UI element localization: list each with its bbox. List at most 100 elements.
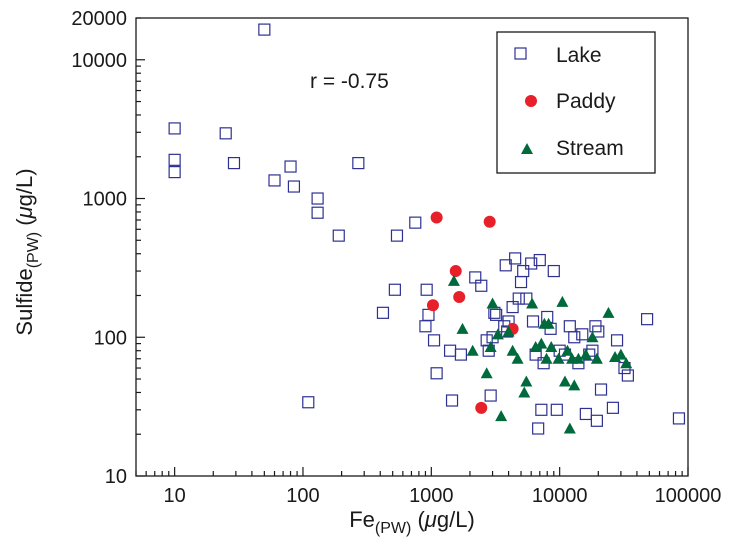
stream-point xyxy=(620,357,633,369)
lake-point xyxy=(388,283,401,296)
stream-point xyxy=(568,379,581,391)
lake-point xyxy=(168,153,181,166)
lake-point xyxy=(390,229,404,242)
x-tick-label: 1000 xyxy=(409,485,454,507)
lake-point xyxy=(640,313,654,326)
stream-point xyxy=(563,422,576,434)
y-axis: 10 100 1000 10000 20000 xyxy=(71,8,145,488)
lake-point xyxy=(490,308,503,321)
legend-stream-label: Stream xyxy=(556,137,624,160)
lake-point xyxy=(535,403,548,416)
stream-point xyxy=(456,322,469,334)
stream-point xyxy=(556,295,569,307)
lake-point xyxy=(427,334,441,347)
lake-point xyxy=(576,328,589,341)
y-tick-label: 10 xyxy=(105,466,127,488)
lake-point xyxy=(550,403,563,416)
x-tick-label: 10 xyxy=(164,485,186,507)
y-tick-label: 1000 xyxy=(83,189,128,211)
x-tick-label: 100 xyxy=(286,485,319,507)
y-tick-label: 10000 xyxy=(71,50,127,72)
legend-stream-marker xyxy=(521,143,533,154)
lake-point xyxy=(621,369,634,382)
stream-point xyxy=(520,375,533,387)
lake-point xyxy=(445,394,459,407)
lake-point xyxy=(475,279,488,292)
lake-point xyxy=(594,383,608,396)
lake-point xyxy=(506,300,519,314)
lake-point xyxy=(610,334,624,347)
stream-point xyxy=(602,306,615,318)
lake-point xyxy=(484,389,497,402)
stream-point xyxy=(495,410,508,422)
lake-point xyxy=(592,325,605,338)
stream-point xyxy=(526,297,539,309)
lake-point xyxy=(422,308,435,321)
lake-point xyxy=(268,174,281,187)
y-axis-label: Sulfide(PW) (μg/L) xyxy=(12,168,42,335)
stream-point xyxy=(540,352,553,364)
lake-point xyxy=(430,367,443,380)
stream-point xyxy=(552,352,565,364)
x-tick-label: 100000 xyxy=(655,485,722,507)
lake-point xyxy=(332,229,345,242)
stream-point xyxy=(572,352,585,364)
stream-point xyxy=(502,325,515,337)
lake-point xyxy=(563,320,576,333)
legend: Lake Paddy Stream xyxy=(496,31,656,174)
lake-point xyxy=(590,414,603,427)
correlation-annotation: r = -0.75 xyxy=(310,70,389,93)
y-tick-label: 100 xyxy=(94,327,127,349)
lake-point xyxy=(454,348,467,361)
lake-point xyxy=(514,275,528,289)
legend-box xyxy=(496,31,656,174)
x-axis-label: Fe(PW) (μg/L) xyxy=(349,507,475,537)
lake-point xyxy=(419,320,432,333)
lake-point xyxy=(284,160,297,173)
paddy-point xyxy=(449,265,462,278)
lake-point xyxy=(532,422,545,435)
stream-point xyxy=(486,297,499,309)
stream-point xyxy=(542,317,555,329)
stream-point xyxy=(529,341,542,353)
lake-point xyxy=(219,127,232,140)
lake-point xyxy=(409,216,422,229)
lake-point xyxy=(168,122,181,135)
lake-point xyxy=(526,315,540,328)
lake-point xyxy=(311,206,324,219)
lake-point xyxy=(517,264,530,278)
stream-point xyxy=(511,352,524,364)
legend-lake-marker xyxy=(514,47,527,60)
stream-point xyxy=(586,331,599,343)
lake-point xyxy=(420,283,433,296)
stream-point xyxy=(590,352,603,364)
stream-point xyxy=(558,375,571,387)
paddy-point xyxy=(475,401,488,414)
lake-point xyxy=(499,259,512,272)
lake-point xyxy=(287,180,301,193)
legend-lake-label: Lake xyxy=(556,44,602,67)
lake-point xyxy=(258,23,271,36)
x-tick-label: 10000 xyxy=(532,485,588,507)
paddy-point xyxy=(430,211,443,224)
lake-point xyxy=(579,407,592,421)
lake-point xyxy=(547,264,560,278)
lake-point xyxy=(533,253,546,267)
legend-paddy-label: Paddy xyxy=(556,90,616,113)
paddy-point xyxy=(426,299,439,312)
paddy-point xyxy=(453,291,466,304)
stream-point xyxy=(447,274,460,286)
stream-point xyxy=(579,348,592,360)
lake-point xyxy=(376,306,390,319)
lake-point xyxy=(168,166,181,179)
x-axis: 10 100 1000 10000 100000 xyxy=(135,467,722,507)
y-tick-label: 20000 xyxy=(71,8,127,30)
lake-point xyxy=(568,331,581,344)
lake-point xyxy=(227,156,241,170)
lake-point xyxy=(352,156,365,170)
lake-point xyxy=(512,292,525,305)
legend-paddy-marker xyxy=(525,95,537,107)
stream-point xyxy=(506,344,519,356)
stream-point xyxy=(480,367,493,379)
stream-point xyxy=(535,337,548,349)
